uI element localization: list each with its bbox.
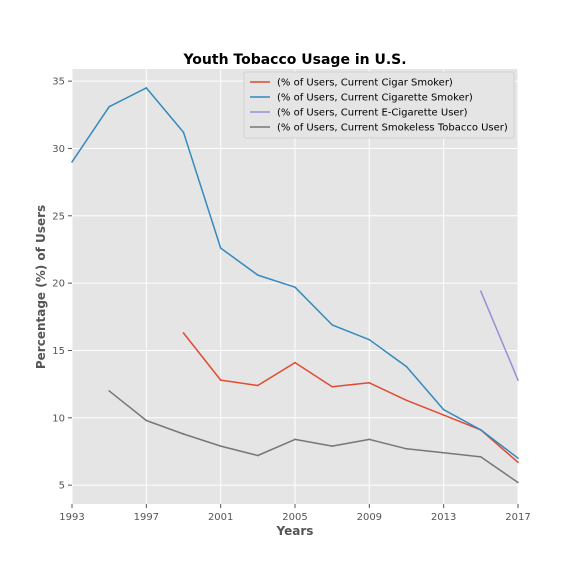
y-tick-label: 5 xyxy=(59,481,65,492)
data-point xyxy=(108,105,110,108)
data-point xyxy=(480,456,482,458)
y-tick-label: 35 xyxy=(52,77,65,88)
y-tick-label: 20 xyxy=(52,279,65,290)
data-point xyxy=(182,332,185,334)
x-tick-label: 2009 xyxy=(357,512,382,523)
data-point xyxy=(257,454,259,457)
data-point xyxy=(182,131,185,134)
data-point xyxy=(368,381,371,384)
x-tick-label: 2017 xyxy=(505,512,530,523)
y-tick-label: 10 xyxy=(52,413,65,424)
y-tick-label: 25 xyxy=(52,211,65,222)
legend-label: (% of Users, Current Cigarette Smoker) xyxy=(277,93,473,104)
series-line-of-users-current-e-cigarette-user xyxy=(480,290,519,381)
data-point xyxy=(517,379,519,381)
data-point xyxy=(517,481,519,484)
data-point xyxy=(108,390,110,392)
data-point xyxy=(480,290,482,293)
legend-label: (% of Users, Current E-Cigarette User) xyxy=(277,108,468,119)
data-point xyxy=(219,445,222,447)
data-point xyxy=(480,429,482,431)
data-point xyxy=(331,324,333,326)
legend-label: (% of Users, Current Smokeless Tobacco U… xyxy=(277,123,508,134)
data-point xyxy=(368,438,371,441)
legend-label: (% of Users, Current Cigar Smoker) xyxy=(277,78,453,89)
data-point xyxy=(405,447,408,450)
data-point xyxy=(145,87,148,89)
y-axis-ticks: 5 10 15 20 25 30 35 xyxy=(52,77,72,492)
x-tick-label: 1997 xyxy=(134,512,159,523)
x-axis-label: Years xyxy=(276,524,314,538)
legend-box xyxy=(243,71,515,139)
chart-title: Youth Tobacco Usage in U.S. xyxy=(182,52,406,68)
y-tick-label: 30 xyxy=(52,144,65,155)
x-axis-ticks: 1993 1997 2001 2005 2009 2013 2017 xyxy=(59,504,531,523)
data-point xyxy=(517,461,519,464)
data-point xyxy=(405,365,408,368)
data-point xyxy=(442,452,445,454)
data-point xyxy=(257,384,259,387)
data-point xyxy=(294,361,296,364)
series-line-of-users-current-cigar-smoker xyxy=(182,332,519,463)
data-point xyxy=(442,408,445,411)
data-point xyxy=(405,399,408,402)
data-point xyxy=(517,457,519,460)
y-axis-label: Percentage (%) of Users xyxy=(34,205,48,369)
data-point xyxy=(257,274,259,276)
data-point xyxy=(331,445,333,447)
data-point xyxy=(219,379,222,381)
x-tick-label: 2005 xyxy=(282,512,307,523)
data-point xyxy=(368,338,371,341)
data-point xyxy=(294,438,296,441)
legend: (% of Users, Current Cigar Smoker) (% of … xyxy=(243,71,515,139)
data-point xyxy=(294,286,296,288)
x-tick-label: 1993 xyxy=(59,512,84,523)
x-tick-label: 2013 xyxy=(431,512,456,523)
data-point xyxy=(182,433,185,435)
data-point xyxy=(442,414,445,416)
data-point xyxy=(331,386,333,388)
series-line-of-users-current-smokeless-tobacco-user xyxy=(108,390,519,484)
x-tick-label: 2001 xyxy=(208,512,233,523)
data-point xyxy=(71,161,73,163)
data-point xyxy=(145,419,148,422)
y-tick-label: 15 xyxy=(52,346,65,357)
data-point xyxy=(219,247,222,249)
series-lines xyxy=(71,87,519,484)
